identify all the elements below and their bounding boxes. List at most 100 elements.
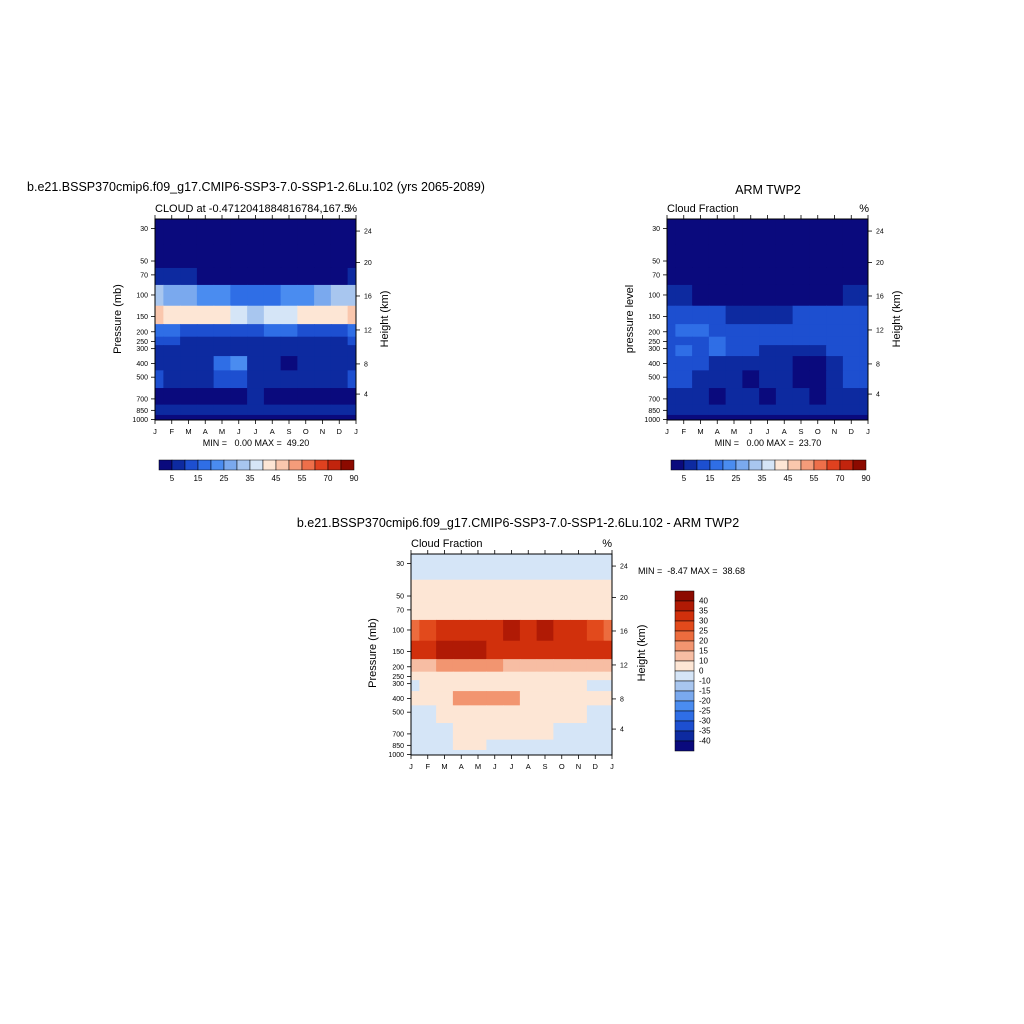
contour-cell (155, 414, 164, 420)
y-tick-label: 400 (392, 696, 404, 703)
contour-cell (842, 388, 861, 406)
contour-cell (586, 691, 605, 706)
contour-cell (280, 414, 298, 420)
contour-cell (536, 705, 554, 724)
x-tick-label: D (593, 762, 599, 771)
contour-cell (586, 554, 605, 581)
colorbar-label: -10 (699, 677, 711, 686)
contour-cell (486, 671, 504, 681)
contour-cell (452, 691, 471, 706)
y-right-tick-label: 12 (876, 327, 884, 334)
contour-cell (280, 284, 298, 307)
y-tick-label: 200 (136, 329, 148, 336)
contour-cell (419, 680, 437, 692)
contour-cell (280, 370, 298, 389)
contour-cell (503, 691, 521, 706)
contour-cell (196, 356, 215, 371)
min-max-readout: MIN = 0.00 MAX = 23.70 (715, 438, 822, 448)
contour-cell (842, 219, 861, 246)
contour-cell (263, 324, 282, 338)
colorbar-swatch (674, 730, 695, 742)
contour-cell (859, 356, 868, 371)
contour-cell (586, 602, 605, 621)
contour-cell (519, 659, 538, 673)
contour-cell (603, 739, 612, 751)
contour-cell (330, 284, 349, 307)
y-tick-label: 150 (648, 314, 660, 321)
colorbar-label: 0 (699, 667, 704, 676)
contour-cell (536, 671, 554, 681)
contour-cell (859, 370, 868, 389)
contour-cell (469, 602, 487, 621)
contour-cell (163, 345, 181, 357)
contour-cell (297, 284, 315, 307)
contour-cell (842, 284, 861, 307)
contour-cell (536, 554, 554, 581)
contour-cell (667, 284, 676, 307)
contour-cell (675, 388, 693, 406)
contour-cell (436, 671, 454, 681)
contour-cell (452, 640, 471, 660)
contour-cell (667, 414, 676, 420)
contour-cell (675, 356, 693, 371)
contour-cell (759, 305, 777, 325)
contour-cell (452, 579, 471, 604)
contour-cell (347, 404, 356, 416)
colorbar-swatch (674, 650, 695, 662)
contour-cell (859, 284, 868, 307)
contour-cell (759, 414, 777, 420)
contour-cell (586, 619, 605, 642)
contour-cell (809, 388, 827, 406)
contour-cell (436, 691, 454, 706)
contour-cell (826, 345, 844, 357)
y-tick-label: 30 (652, 226, 660, 233)
contour-cell (230, 356, 248, 371)
contour-cell (330, 345, 349, 357)
y-tick-label: 1000 (132, 417, 148, 424)
contour-cell (230, 305, 248, 325)
contour-cell (314, 305, 332, 325)
contour-cell (725, 305, 743, 325)
contour-cell (314, 370, 332, 389)
colorbar-label: 45 (272, 474, 281, 483)
contour-cell (280, 336, 298, 346)
contour-fill (411, 554, 612, 755)
contour-cell (280, 345, 298, 357)
y-axis-label: Pressure (mb) (367, 618, 379, 688)
x-tick-label: J (665, 427, 669, 436)
y-right-tick-label: 8 (620, 696, 624, 703)
contour-cell (742, 345, 760, 357)
contour-cell (314, 267, 332, 286)
contour-cell (553, 619, 571, 642)
contour-cell (280, 305, 298, 325)
contour-cell (775, 305, 794, 325)
contour-cell (775, 414, 794, 420)
y-right-tick-label: 4 (876, 392, 880, 399)
y-tick-label: 300 (648, 346, 660, 353)
contour-cell (859, 219, 868, 246)
x-tick-label: J (510, 762, 514, 771)
contour-cell (603, 723, 612, 741)
y-tick-label: 50 (396, 594, 404, 601)
x-tick-label: J (493, 762, 497, 771)
contour-cell (667, 336, 676, 346)
contour-cell (792, 370, 810, 389)
colorbar-label: -30 (699, 717, 711, 726)
contour-cell (347, 267, 356, 286)
contour-cell (155, 370, 164, 389)
x-tick-label: A (270, 427, 275, 436)
contour-cell (775, 244, 794, 269)
contour-cell (155, 345, 164, 357)
contour-cell (213, 336, 231, 346)
contour-cell (180, 267, 198, 286)
contour-cell (742, 284, 760, 307)
colorbar: 5 15 25 35 45 55 70 90 (670, 459, 871, 483)
contour-cell (503, 680, 521, 692)
contour-cell (419, 691, 437, 706)
contour-cell (486, 723, 504, 741)
colorbar-swatch (674, 680, 695, 692)
contour-cell (667, 219, 676, 246)
contour-cell (519, 619, 538, 642)
contour-cell (675, 414, 693, 420)
y-tick-label: 200 (392, 664, 404, 671)
